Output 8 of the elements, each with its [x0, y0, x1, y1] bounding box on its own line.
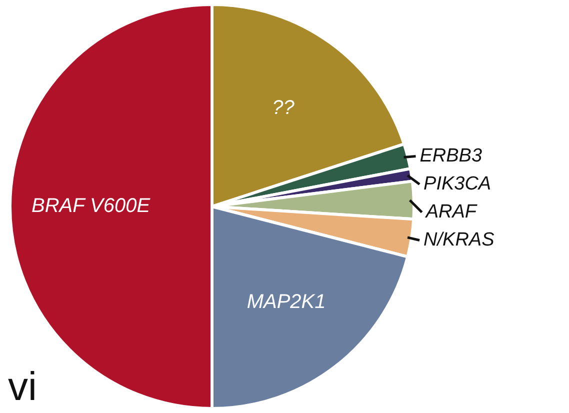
slice-label: ?? — [272, 97, 296, 120]
text: vi — [8, 365, 37, 409]
slice-label: ERBB3 — [420, 146, 482, 167]
slice-label: BRAF V600E — [32, 195, 151, 218]
slice-label: PIK3CA — [424, 174, 492, 195]
slice-label: N/KRAS — [424, 230, 495, 251]
slice-label: ARAF — [424, 202, 478, 223]
slice-label: MAP2K1 — [246, 290, 326, 313]
